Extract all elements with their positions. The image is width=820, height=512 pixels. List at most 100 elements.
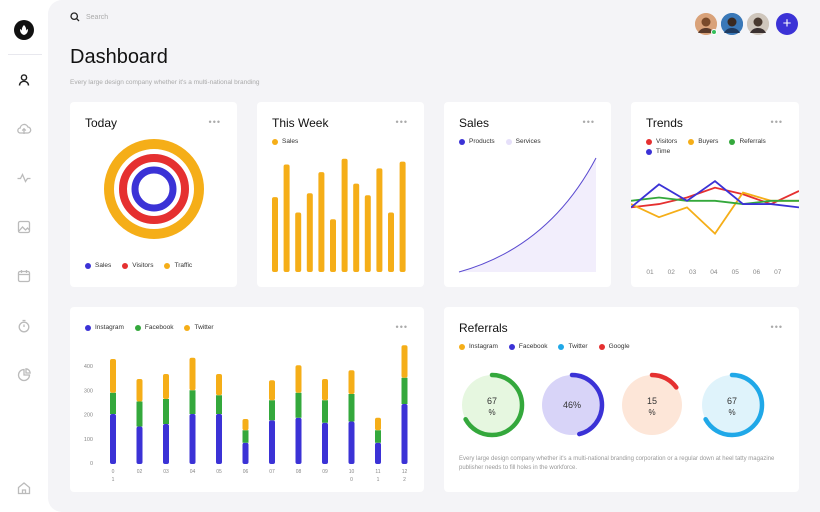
social-bar-twitter [136,379,143,402]
social-bar-instagram [269,420,275,464]
activity-icon[interactable] [16,170,32,186]
legend-google: Google [598,343,630,350]
avatar-user-2[interactable] [721,13,743,35]
legend-sales: Sales [85,262,111,269]
cloud-upload-icon[interactable] [16,121,32,137]
sales-title: Sales [459,116,490,130]
ring-traffic [104,139,204,239]
legend-facebook: Facebook [134,324,173,331]
social-bar-facebook [375,430,381,443]
today-rings-chart [104,139,204,239]
home-icon[interactable] [16,480,32,496]
social-bar-twitter [348,370,355,394]
social-bar-twitter [242,419,249,431]
add-button[interactable]: + [776,13,798,35]
trends-legend: Visitors Buyers Referrals Time [646,138,796,155]
this-week-card: This Week ••• Sales [257,102,424,287]
week-bar-3 [295,212,302,272]
sales-menu-icon[interactable]: ••• [582,117,595,127]
social-x-label: 02 [137,469,143,475]
social-bar-twitter [269,380,275,401]
pie-chart-icon[interactable] [16,367,32,383]
social-x-label: 04 [190,469,196,475]
week-bar-4 [306,193,313,272]
social-bar-instagram [189,414,196,464]
referrals-description: Every large design company whether it's … [459,456,775,471]
week-bar-8 [353,183,360,272]
gauge-background [542,375,602,435]
trends-x-label: 03 [689,269,697,276]
user-icon[interactable] [16,72,32,88]
timer-icon[interactable] [16,318,32,334]
trends-line-chart: 01 02 03 04 05 06 07 [631,179,799,276]
today-menu-icon[interactable]: ••• [208,117,221,127]
referrals-gauges: 67% 46% 15% 67% [459,372,765,438]
week-bar-10 [376,168,383,272]
sales-legend: Products Services [459,138,552,145]
legend-facebook: Facebook [508,343,547,350]
social-bar-facebook [295,392,302,418]
social-bar-facebook [110,392,116,414]
social-x-label: 09 [322,469,328,475]
logo-icon[interactable] [14,20,34,40]
page-subtitle: Every large design company whether it's … [70,79,260,86]
week-bar-7 [341,158,348,272]
trends-menu-icon[interactable]: ••• [770,117,783,127]
social-bar-twitter [163,374,169,399]
sales-line-products [458,157,597,273]
gauge-value: 67 [727,396,737,406]
trends-card: Trends ••• Visitors Buyers Referrals Tim… [631,102,799,287]
trends-x-label: 02 [668,269,676,276]
calendar-icon[interactable] [16,268,32,284]
social-legend: Instagram Facebook Twitter [85,324,225,331]
social-bar-instagram [401,404,408,464]
social-x-label: 10 [349,469,355,475]
legend-traffic: Traffic [164,262,192,269]
social-bar-twitter [295,365,302,393]
social-x-label: 06 [243,469,249,475]
referrals-menu-icon[interactable]: ••• [770,322,783,332]
social-x-sublabel: 0 [350,477,353,483]
gauge-arc [619,372,685,438]
social-y-label: 0 [90,461,93,467]
social-bar-facebook [348,394,355,422]
social-bar-instagram [375,442,381,464]
gauge-value: 67 [487,396,497,406]
main-area: Search + Dashboard Every large design co… [48,0,820,512]
legend-sales: Sales [272,138,298,145]
week-bar-12 [399,161,406,272]
trends-x-label: 06 [753,269,761,276]
search-bar[interactable]: Search [70,12,108,22]
trend-line-referrals [631,196,799,205]
social-bar-facebook [322,400,328,423]
avatar-user-1[interactable] [695,13,717,35]
social-bar-instagram [163,424,169,464]
social-bar-facebook [401,377,408,404]
gauge-arc [699,372,765,438]
social-x-label: 03 [163,469,169,475]
social-y-label: 300 [84,388,93,394]
this-week-menu-icon[interactable]: ••• [395,117,408,127]
sales-area-services [459,158,596,272]
legend-instagram: Instagram [85,324,124,331]
social-bar-facebook [136,401,143,427]
legend-referrals: Referrals [729,138,766,145]
trends-x-label: 01 [646,269,654,276]
gauge-background [462,375,522,435]
search-input[interactable]: Search [86,13,109,21]
social-bar-twitter [110,359,116,393]
legend-twitter: Twitter [558,343,588,350]
trends-x-label: 05 [732,269,740,276]
image-icon[interactable] [16,219,32,235]
social-bar-twitter [401,345,408,378]
social-x-label: 07 [269,469,275,475]
social-bar-instagram [216,414,222,464]
social-menu-icon[interactable]: ••• [395,322,408,332]
avatar-user-3[interactable] [747,13,769,35]
ring-visitors [119,154,189,224]
social-x-label: 11 [375,469,380,475]
social-bar-facebook [216,395,222,414]
social-x-sublabel: 1 [377,477,380,483]
week-bar-11 [388,212,394,272]
social-bar-facebook [242,430,249,443]
